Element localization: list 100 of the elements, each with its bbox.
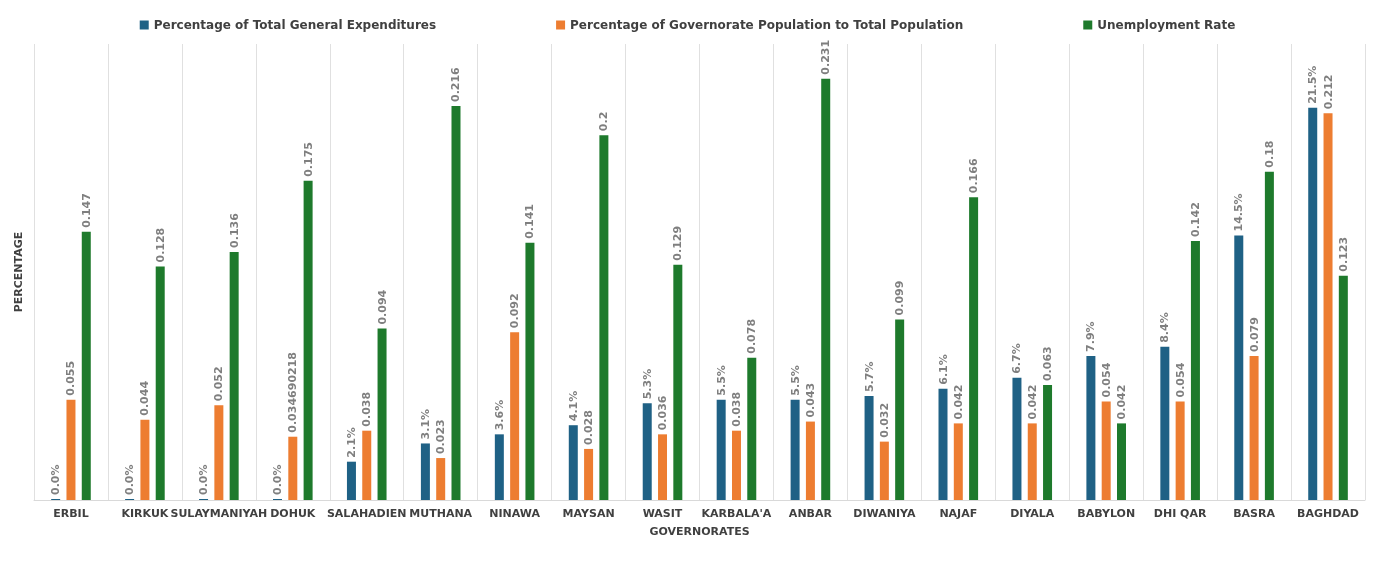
bar xyxy=(584,448,594,500)
data-label: 0.136 xyxy=(227,212,241,248)
data-label: 0.141 xyxy=(523,204,537,239)
bar xyxy=(658,434,668,500)
bar xyxy=(346,461,356,500)
data-label: 5.5% xyxy=(714,365,728,396)
bar xyxy=(303,180,313,500)
x-tick-label: BABYLON xyxy=(1077,507,1136,520)
bar xyxy=(599,135,609,500)
bar xyxy=(821,78,831,500)
data-label: 3.1% xyxy=(418,408,432,440)
bar xyxy=(969,197,979,500)
bar xyxy=(864,396,874,500)
data-label: 0.212 xyxy=(1321,74,1335,110)
x-tick-label: MUTHANA xyxy=(409,507,473,520)
legend-label: Unemployment Rate xyxy=(1097,18,1236,32)
bar xyxy=(1043,385,1053,500)
x-axis-title: GOVERNORATES xyxy=(649,525,750,538)
bar xyxy=(1027,423,1037,500)
bar xyxy=(1160,346,1170,500)
bar xyxy=(229,251,239,500)
data-label: 4.1% xyxy=(566,390,580,422)
x-tick-label: KIRKUK xyxy=(121,507,169,520)
bar xyxy=(716,399,726,500)
x-tick-label: ERBIL xyxy=(53,507,89,520)
x-tick-label: NAJAF xyxy=(939,507,978,520)
bar xyxy=(214,405,224,500)
bar xyxy=(568,425,578,500)
data-label: 0.0% xyxy=(123,464,137,495)
data-label: 2.1% xyxy=(344,427,358,458)
bar xyxy=(510,332,520,500)
x-tick-label: MAYSAN xyxy=(562,507,615,520)
data-label: 0.063 xyxy=(1041,346,1055,382)
data-label: 0.18 xyxy=(1262,140,1276,168)
data-label: 3.6% xyxy=(492,399,506,431)
data-label: 0.0% xyxy=(271,464,285,495)
data-label: 0.216 xyxy=(449,66,463,103)
x-tick-label: BAGHDAD xyxy=(1297,507,1359,520)
x-tick-label: BASRA xyxy=(1233,507,1276,520)
data-label: 0.042 xyxy=(1025,384,1039,420)
x-tick-label: DIYALA xyxy=(1010,507,1055,520)
data-label: 0.042 xyxy=(1114,384,1128,420)
data-label: 0.078 xyxy=(745,318,759,354)
data-label: 0.038 xyxy=(729,391,743,427)
data-label: 0.032 xyxy=(877,402,891,438)
bar xyxy=(1101,401,1111,500)
bar xyxy=(155,266,165,500)
data-label: 21.5% xyxy=(1306,65,1320,104)
data-label: 0.175 xyxy=(301,142,315,177)
data-label: 6.1% xyxy=(936,354,950,385)
data-label: 0.123 xyxy=(1336,236,1350,272)
data-label: 0.054 xyxy=(1099,362,1113,398)
bar xyxy=(1249,355,1259,500)
data-label: 0.099 xyxy=(893,280,907,316)
data-label: 0.128 xyxy=(153,227,167,263)
data-label: 0.042 xyxy=(951,384,965,420)
bar xyxy=(1175,401,1185,500)
data-label: 0.142 xyxy=(1188,202,1202,237)
bar xyxy=(1234,235,1244,500)
bar xyxy=(1190,240,1200,500)
bar xyxy=(673,264,683,500)
data-label: 0.092 xyxy=(508,293,522,329)
bar xyxy=(377,328,387,500)
data-label: 0.052 xyxy=(212,366,226,402)
data-label: 0.079 xyxy=(1247,317,1261,352)
data-label: 0.0% xyxy=(197,464,211,495)
x-tick-label: ANBAR xyxy=(788,507,833,520)
bar xyxy=(140,419,150,500)
data-label: 0.055 xyxy=(64,360,78,396)
bar xyxy=(1338,275,1348,500)
bar xyxy=(805,421,815,500)
x-tick-label: KARBALA'A xyxy=(701,507,772,520)
data-label: 5.3% xyxy=(640,368,654,400)
bar xyxy=(879,441,889,500)
x-tick-label: NINAWA xyxy=(489,507,541,520)
bar xyxy=(938,388,948,500)
bar xyxy=(1308,107,1318,500)
bar xyxy=(494,434,504,500)
x-tick-label: WASIT xyxy=(642,507,683,520)
bar xyxy=(66,399,76,500)
bar xyxy=(1116,423,1126,500)
data-label: 7.9% xyxy=(1084,321,1098,352)
legend-label: Percentage of Total General Expenditures xyxy=(153,18,437,32)
data-label: 0.2 xyxy=(597,111,611,132)
data-label: 0.023 xyxy=(434,419,448,455)
data-label: 0.166 xyxy=(967,158,981,194)
data-label: 6.7% xyxy=(1010,343,1024,374)
x-tick-label: DIWANIYA xyxy=(853,507,916,520)
bar xyxy=(1012,377,1022,500)
data-label: 0.034690218 xyxy=(286,352,300,433)
data-label: 0.044 xyxy=(138,380,152,416)
data-label: 0.038 xyxy=(360,391,374,427)
data-label: 0.094 xyxy=(375,289,389,325)
data-label: 0.231 xyxy=(819,39,833,75)
data-label: 5.7% xyxy=(862,361,876,393)
bar xyxy=(362,430,372,500)
data-label: 14.5% xyxy=(1232,193,1246,232)
bar xyxy=(790,399,800,500)
data-label: 0.0% xyxy=(49,464,63,495)
x-tick-label: SULAYMANIYAH xyxy=(170,507,268,520)
